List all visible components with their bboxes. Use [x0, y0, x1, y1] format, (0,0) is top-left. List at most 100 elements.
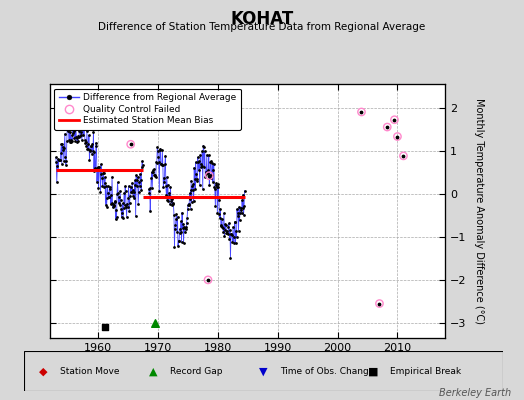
Point: [174, 243, 182, 249]
Point: [148, 168, 157, 175]
Point: [123, 200, 132, 207]
Point: [238, 197, 246, 204]
Point: [217, 216, 226, 222]
Point: [97, 161, 105, 168]
Point: [196, 152, 204, 159]
Point: [114, 190, 122, 196]
Point: [234, 228, 243, 234]
Point: [135, 189, 143, 195]
Point: [191, 186, 199, 192]
Point: [111, 198, 119, 205]
Point: [69, 130, 78, 136]
Point: [185, 202, 193, 208]
Point: [200, 144, 208, 150]
Point: [88, 140, 96, 147]
Point: [70, 128, 78, 134]
Point: [187, 187, 195, 193]
Point: [115, 202, 124, 208]
Point: [65, 123, 73, 130]
Point: [218, 223, 226, 230]
Point: [60, 158, 68, 164]
Point: [227, 231, 236, 238]
Point: [237, 210, 246, 217]
Point: [231, 240, 239, 246]
Point: [66, 129, 74, 136]
Point: [123, 213, 131, 220]
Point: [237, 204, 245, 211]
Point: [199, 186, 207, 192]
Point: [231, 219, 239, 226]
Point: [149, 166, 158, 172]
Point: [214, 181, 223, 188]
Point: [124, 183, 133, 189]
Point: [94, 164, 102, 171]
Point: [124, 195, 133, 202]
Point: [169, 201, 178, 207]
Point: [109, 201, 117, 207]
Point: [171, 222, 180, 228]
Point: [178, 225, 187, 231]
Point: [188, 199, 196, 205]
Point: [78, 137, 86, 144]
Point: [104, 190, 112, 196]
Point: [173, 229, 181, 235]
Point: [181, 229, 189, 236]
Point: [192, 178, 201, 184]
Point: [136, 182, 144, 189]
Point: [116, 197, 125, 204]
Point: [99, 170, 107, 176]
Point: [216, 206, 225, 212]
Point: [101, 202, 110, 208]
Point: [221, 227, 230, 234]
Point: [93, 164, 102, 171]
Point: [120, 190, 128, 196]
Point: [60, 144, 69, 151]
Point: [209, 178, 217, 185]
Point: [195, 182, 204, 188]
Point: [57, 150, 65, 156]
Point: [177, 229, 185, 236]
Text: Difference of Station Temperature Data from Regional Average: Difference of Station Temperature Data f…: [99, 22, 425, 32]
Point: [128, 180, 136, 186]
Point: [189, 180, 198, 187]
Point: [179, 240, 188, 246]
Point: [228, 232, 236, 238]
Point: [115, 194, 123, 200]
Point: [86, 148, 94, 154]
Point: [78, 126, 86, 132]
Point: [182, 226, 190, 232]
Point: [383, 124, 391, 130]
Point: [201, 174, 210, 180]
Point: [235, 217, 244, 223]
Point: [173, 214, 182, 220]
Point: [216, 214, 224, 221]
Point: [127, 189, 135, 196]
Point: [178, 209, 186, 216]
Point: [181, 224, 190, 230]
Point: [161, 161, 169, 168]
Point: [71, 119, 79, 126]
Point: [225, 236, 234, 242]
Point: [183, 206, 192, 212]
Point: [194, 158, 202, 165]
Point: [129, 189, 138, 195]
Point: [239, 212, 248, 218]
Point: [229, 224, 237, 231]
Point: [101, 324, 109, 330]
Point: [231, 218, 239, 225]
Point: [162, 174, 171, 181]
Text: Empirical Break: Empirical Break: [390, 367, 462, 376]
Point: [102, 203, 111, 210]
Point: [215, 211, 224, 217]
Point: [119, 215, 127, 221]
Point: [179, 221, 187, 227]
Point: [221, 221, 229, 228]
Point: [106, 201, 115, 208]
Point: [136, 171, 145, 177]
Point: [104, 194, 113, 200]
Point: [97, 170, 106, 177]
Text: Berkeley Earth: Berkeley Earth: [439, 388, 511, 398]
Point: [187, 206, 195, 212]
Point: [94, 185, 103, 192]
Point: [110, 203, 118, 210]
